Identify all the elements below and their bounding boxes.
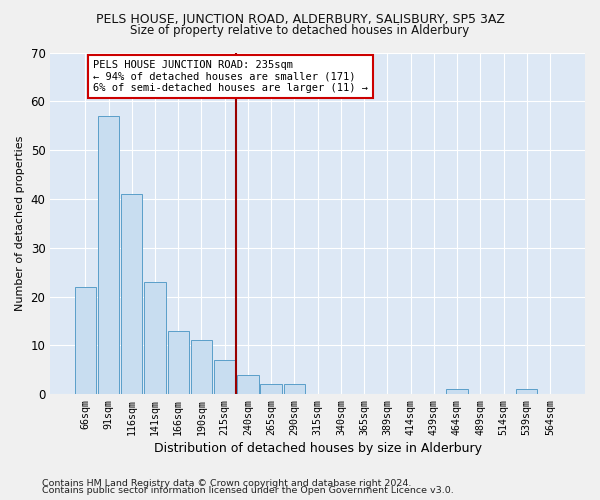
Bar bbox=[167, 330, 189, 394]
Bar bbox=[284, 384, 305, 394]
Bar bbox=[446, 390, 468, 394]
Bar bbox=[214, 360, 235, 394]
Text: Contains public sector information licensed under the Open Government Licence v3: Contains public sector information licen… bbox=[42, 486, 454, 495]
Bar bbox=[516, 390, 538, 394]
Text: Size of property relative to detached houses in Alderbury: Size of property relative to detached ho… bbox=[130, 24, 470, 37]
Text: Contains HM Land Registry data © Crown copyright and database right 2024.: Contains HM Land Registry data © Crown c… bbox=[42, 478, 412, 488]
Bar bbox=[145, 282, 166, 394]
Text: PELS HOUSE JUNCTION ROAD: 235sqm
← 94% of detached houses are smaller (171)
6% o: PELS HOUSE JUNCTION ROAD: 235sqm ← 94% o… bbox=[93, 60, 368, 93]
Bar bbox=[260, 384, 282, 394]
Bar bbox=[121, 194, 142, 394]
Bar bbox=[74, 287, 96, 394]
Bar bbox=[191, 340, 212, 394]
X-axis label: Distribution of detached houses by size in Alderbury: Distribution of detached houses by size … bbox=[154, 442, 482, 455]
Bar bbox=[237, 374, 259, 394]
Y-axis label: Number of detached properties: Number of detached properties bbox=[15, 136, 25, 311]
Bar bbox=[98, 116, 119, 394]
Text: PELS HOUSE, JUNCTION ROAD, ALDERBURY, SALISBURY, SP5 3AZ: PELS HOUSE, JUNCTION ROAD, ALDERBURY, SA… bbox=[95, 12, 505, 26]
